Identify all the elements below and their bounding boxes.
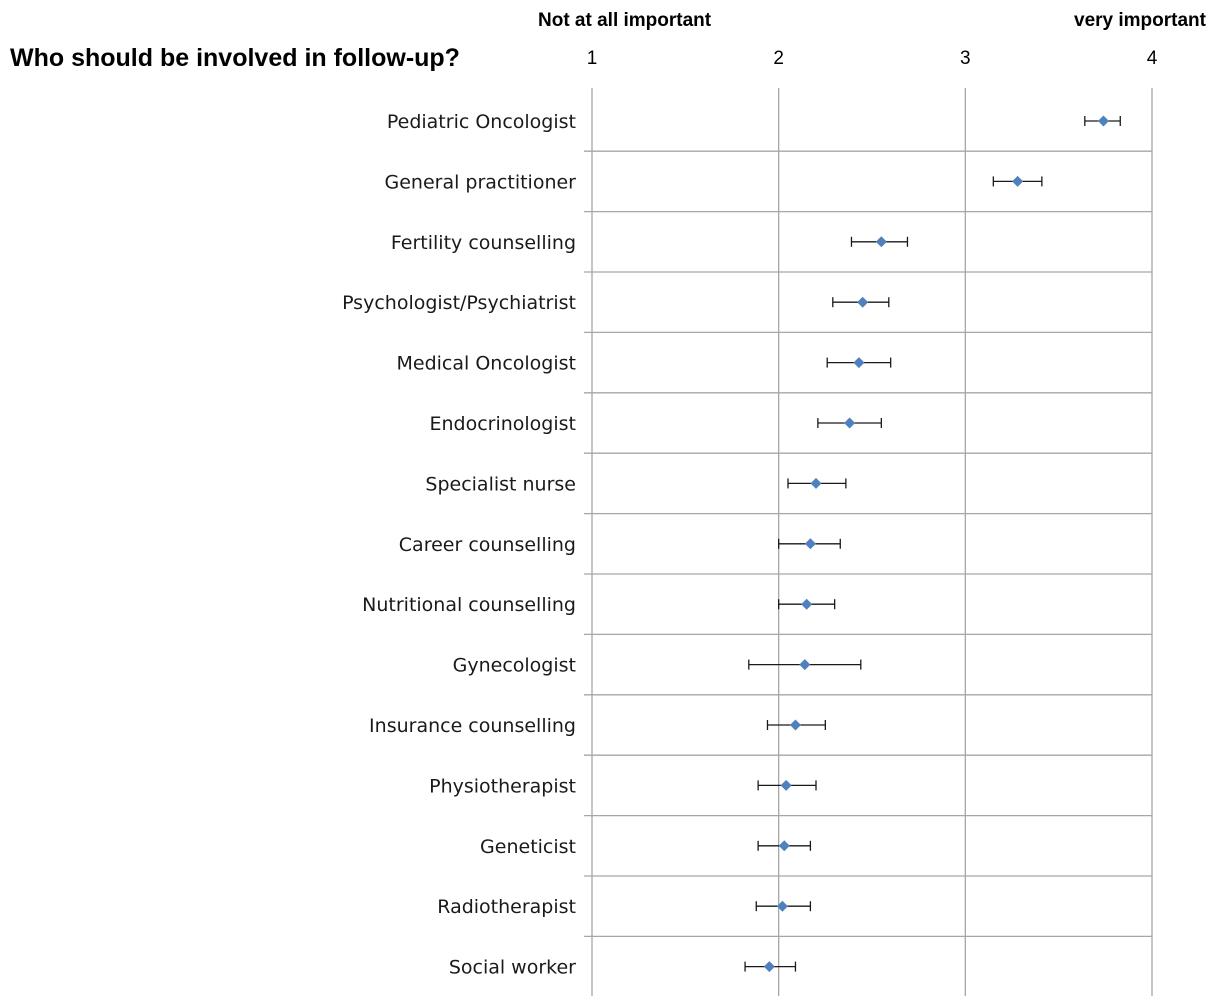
category-label: Career counselling [399, 534, 576, 556]
category-labels: Pediatric Oncologist General practitioner… [342, 111, 576, 979]
category-label: Physiotherapist [429, 775, 576, 797]
x-tick-label: 4 [1147, 48, 1158, 69]
category-label: Radiotherapist [437, 896, 576, 918]
data-point [804, 538, 816, 550]
error-bars [744, 116, 1121, 972]
category-label: Gynecologist [453, 655, 576, 677]
data-point [799, 659, 811, 671]
data-point [778, 840, 790, 852]
data-point [844, 417, 856, 429]
data-point [763, 961, 775, 973]
data-point [853, 357, 865, 369]
scale-anchor-low: Not at all important [538, 10, 712, 31]
category-label: Specialist nurse [425, 473, 576, 495]
data-point [801, 598, 813, 610]
data-point [780, 779, 792, 791]
scale-anchor-high: very important [1074, 10, 1207, 31]
category-label: Fertility counselling [391, 232, 576, 254]
data-point [810, 477, 822, 489]
data-point [857, 296, 869, 308]
grid [584, 88, 1153, 996]
category-label: Medical Oncologist [397, 353, 577, 375]
category-label: Endocrinologist [429, 413, 576, 435]
data-point [776, 900, 788, 912]
category-label: Social worker [449, 957, 576, 979]
category-label: Psychologist/Psychiatrist [342, 292, 576, 314]
x-tick-label: 2 [773, 48, 784, 69]
data-point [1012, 175, 1024, 187]
category-label: Nutritional counselling [362, 594, 576, 616]
x-axis-ticks: 1 2 3 4 [587, 48, 1158, 69]
x-tick-label: 3 [960, 48, 971, 69]
x-tick-label: 1 [587, 48, 598, 69]
chart-title: Who should be involved in follow-up? [10, 44, 460, 72]
category-label: Insurance counselling [369, 715, 576, 737]
data-point [789, 719, 801, 731]
data-point [875, 236, 887, 248]
category-label: General practitioner [384, 171, 576, 193]
data-point [1097, 115, 1109, 127]
category-label: Geneticist [480, 836, 576, 858]
category-label: Pediatric Oncologist [387, 111, 576, 133]
data-points [763, 115, 1109, 973]
